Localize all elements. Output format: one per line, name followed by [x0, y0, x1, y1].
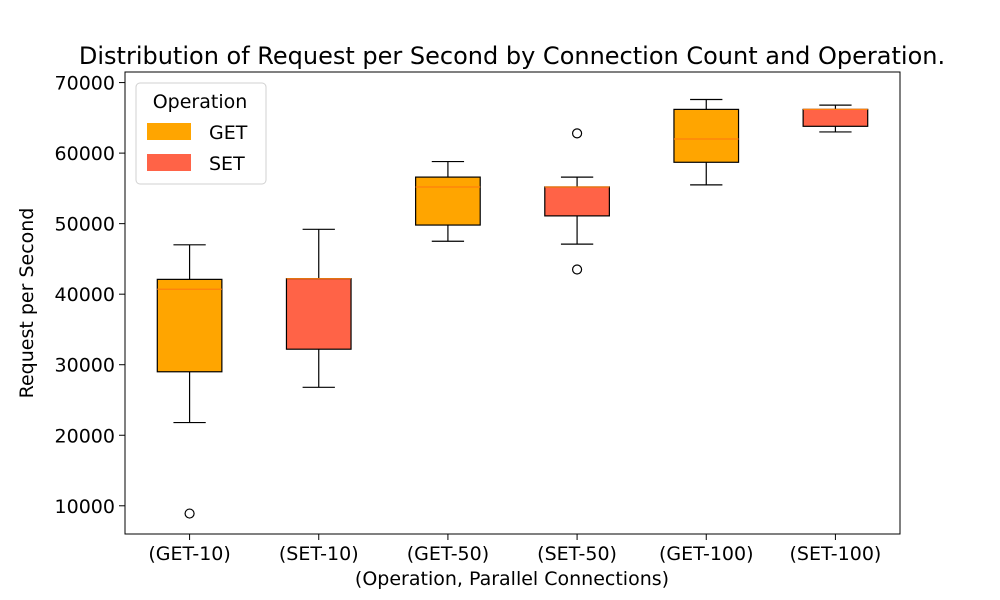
y-tick-label: 10000	[55, 496, 115, 518]
box-group-set-100	[802, 104, 869, 133]
chart-title: Distribution of Request per Second by Co…	[79, 42, 945, 70]
box	[156, 278, 223, 373]
plot-frame	[124, 71, 901, 535]
box	[415, 176, 481, 226]
outlier-point	[571, 264, 583, 275]
legend-swatch-set	[147, 154, 191, 171]
y-axis: 10000 20000 30000 40000 50000 60000 70000	[55, 73, 125, 518]
legend: Operation GET SET	[135, 82, 267, 185]
x-tick-label: (GET-50)	[407, 543, 489, 565]
box-group-get-100	[673, 98, 740, 186]
x-axis-label: (Operation, Parallel Connections)	[355, 568, 669, 590]
box-group-set-10	[285, 228, 352, 388]
y-tick-label: 60000	[55, 143, 115, 165]
y-tick-label: 30000	[55, 355, 115, 377]
y-tick-label: 50000	[55, 214, 115, 236]
y-tick-label: 70000	[55, 73, 115, 95]
legend-swatch-get	[147, 123, 191, 140]
x-axis: (GET-10) (SET-10) (GET-50) (SET-50) (GET-100…	[148, 534, 881, 565]
plot-area	[156, 98, 869, 519]
legend-title: Operation	[153, 91, 248, 113]
x-tick-label: (GET-100)	[659, 543, 754, 565]
outlier-point	[571, 128, 583, 139]
x-tick-label: (SET-50)	[537, 543, 617, 565]
box	[285, 278, 352, 350]
box	[802, 108, 869, 127]
box-group-get-50	[415, 160, 481, 242]
box-group-set-50	[544, 128, 610, 275]
y-tick-label: 40000	[55, 284, 115, 306]
x-tick-label: (GET-10)	[148, 543, 230, 565]
legend-label-set: SET	[209, 153, 245, 175]
legend-label-get: GET	[209, 122, 248, 144]
box	[673, 108, 740, 163]
box-group-get-10	[156, 244, 223, 519]
y-axis-label: Request per Second	[16, 208, 38, 399]
box	[544, 186, 610, 217]
x-tick-label: (SET-100)	[789, 543, 881, 565]
outlier-point	[184, 508, 195, 519]
x-tick-label: (SET-10)	[279, 543, 359, 565]
y-tick-label: 20000	[55, 425, 115, 447]
